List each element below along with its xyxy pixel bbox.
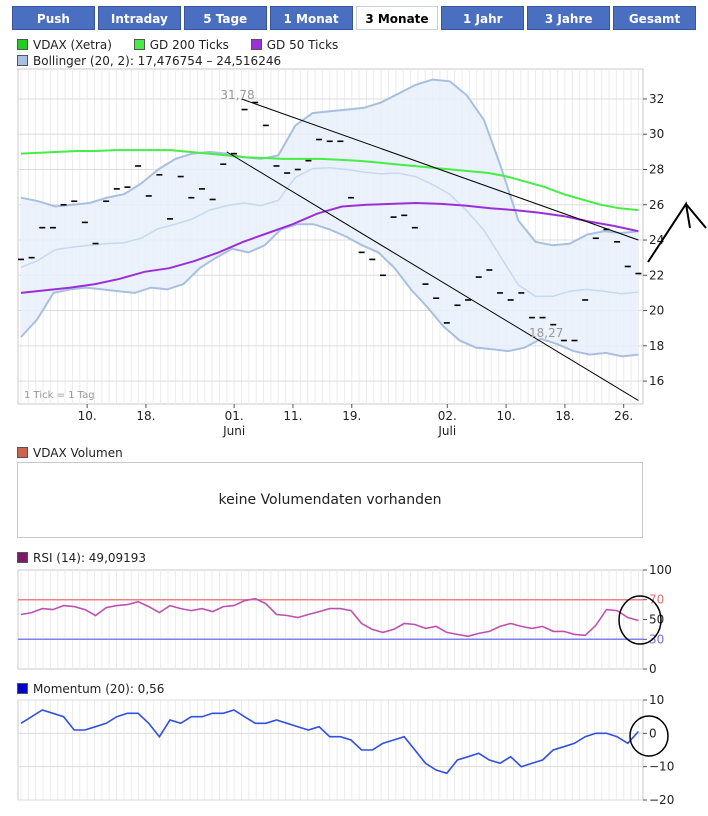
main-xtick-month: Juli [437, 424, 456, 438]
rsi-ytick-label: 50 [649, 613, 664, 627]
main-ytick-label: 22 [649, 268, 664, 282]
main-xtick-label: 10. [497, 409, 516, 423]
legend-volume: VDAX Volumen [33, 446, 123, 460]
main-legend: VDAX (Xetra) GD 200 Ticks GD 50 Ticks Bo… [17, 37, 356, 69]
bollinger-mid-line [20, 166, 639, 298]
legend-rsi: RSI (14): 49,09193 [33, 551, 147, 565]
volume-legend: VDAX Volumen [17, 445, 123, 461]
volume-swatch [17, 447, 28, 458]
gd200-swatch [133, 39, 145, 50]
momentum-legend: Momentum (20): 0,56 [17, 681, 164, 697]
rsi-ytick-label: 70 [649, 593, 664, 607]
momentum-series-line [20, 709, 639, 775]
momentum-swatch [17, 683, 28, 694]
rsi-legend: RSI (14): 49,09193 [17, 550, 146, 566]
gd200-line [20, 149, 639, 212]
main-xtick-label: 11. [283, 409, 302, 423]
gd50-swatch [250, 39, 262, 50]
trendline-2 [226, 151, 639, 401]
main-xtick-label: 01. [225, 409, 244, 423]
tab-push[interactable]: Push [12, 6, 95, 30]
annotation-label: 18,27 [529, 326, 563, 340]
period-tabs: Push Intraday 5 Tage 1 Monat 3 Monate 1 Jahr 3… [12, 6, 696, 31]
momentum-ytick-label: −20 [649, 793, 674, 807]
hand-drawn-arrow [647, 201, 707, 263]
tab-1-monat[interactable]: 1 Monat [269, 6, 353, 30]
main-xtick-label: 18. [555, 409, 574, 423]
main-ytick-label: 28 [649, 163, 664, 177]
rsi-circle-annotation [618, 595, 662, 645]
momentum-ytick-label: 0 [649, 726, 657, 740]
legend-gd50: GD 50 Ticks [266, 38, 339, 52]
momentum-ytick-label: −10 [649, 760, 674, 774]
bollinger-upper-line [20, 78, 639, 247]
tab-3-jahre[interactable]: 3 Jahre [527, 6, 611, 30]
legend-gd200: GD 200 Ticks [149, 38, 229, 52]
tab-1-jahr[interactable]: 1 Jahr [441, 6, 525, 30]
tab-intraday[interactable]: Intraday [97, 6, 181, 30]
legend-vdax: VDAX (Xetra) [33, 38, 112, 52]
rsi-plot-area [17, 569, 644, 670]
annotation-label: 31,78 [220, 88, 254, 102]
rsi-ytick-label: 30 [649, 632, 664, 646]
legend-momentum: Momentum (20): 0,56 [33, 682, 165, 696]
bollinger-band-fill [21, 79, 639, 357]
no-volume-message: keine Volumendaten vorhanden [218, 492, 442, 508]
main-xtick-label: 10. [78, 409, 97, 423]
momentum-circle-annotation [629, 715, 669, 757]
tab-3-monate[interactable]: 3 Monate [355, 6, 439, 30]
main-xtick-label: 02. [438, 409, 457, 423]
bollinger-lower-line [20, 223, 639, 358]
main-ytick-label: 16 [649, 374, 664, 388]
vdax-swatch [17, 39, 28, 50]
tab-gesamt[interactable]: Gesamt [613, 6, 696, 30]
main-xtick-label: 18. [136, 409, 155, 423]
legend-bollinger: Bollinger (20, 2): 17,476754 – 24,516246 [33, 54, 282, 68]
trendline-1 [241, 98, 639, 241]
tick-note: 1 Tick = 1 Tag [24, 390, 95, 401]
volume-panel: keine Volumendaten vorhanden [17, 462, 643, 538]
main-ytick-label: 30 [649, 127, 664, 141]
main-xtick-label: 19. [342, 409, 361, 423]
main-xtick-month: Juni [222, 424, 245, 438]
rsi-ytick-label: 0 [649, 662, 657, 676]
main-ytick-label: 32 [649, 92, 664, 106]
main-series-group [18, 78, 642, 358]
momentum-ytick-label: 10 [649, 693, 664, 707]
main-xtick-label: 26. [614, 409, 633, 423]
bollinger-swatch [17, 55, 28, 66]
tab-5-tage[interactable]: 5 Tage [183, 6, 267, 30]
main-ytick-label: 20 [649, 304, 664, 318]
main-ytick-label: 26 [649, 198, 664, 212]
momentum-plot-area [17, 699, 644, 801]
main-ytick-label: 18 [649, 339, 664, 353]
gd50-line [20, 201, 639, 294]
rsi-ytick-label: 100 [649, 563, 672, 577]
rsi-swatch [17, 552, 28, 563]
rsi-series-line [20, 597, 639, 638]
